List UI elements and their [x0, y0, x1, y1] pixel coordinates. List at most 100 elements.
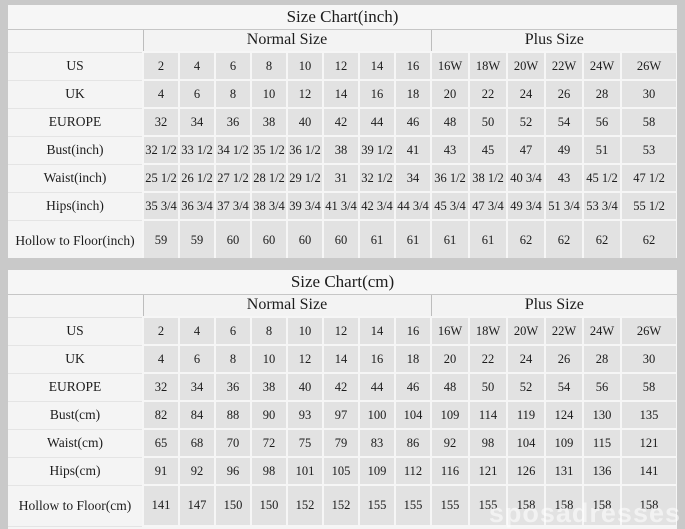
normal-size-cell: 28 1/2: [250, 163, 288, 193]
plus-size-cell: 30: [619, 79, 677, 109]
size-chart-cm: Size Chart(cm) Normal Size Plus Size US 2 4 6 8…: [8, 270, 677, 529]
normal-size-cell: 97: [322, 400, 360, 430]
table-title: Size Chart(inch): [8, 5, 677, 30]
plus-size-cell: 126: [506, 456, 546, 486]
row-label: UK: [8, 345, 144, 374]
normal-size-cell: 152: [322, 484, 360, 527]
row-label: Waist(cm): [8, 429, 144, 458]
plus-size-cell: 58: [619, 107, 677, 137]
plus-size-cell: 18W: [468, 51, 508, 81]
table-row: Bust(inch) 32 1/2 33 1/2 34 1/2 35 1/2 36 1/2…: [8, 135, 677, 165]
normal-size-cell: 34 1/2: [214, 135, 252, 165]
plus-size-cell: 45 1/2: [582, 163, 622, 193]
plus-size-cell: 130: [582, 400, 622, 430]
normal-size-cell: 8: [250, 316, 288, 346]
row-label: Hips(inch): [8, 192, 144, 221]
plus-size-cell: 38 1/2: [468, 163, 508, 193]
plus-size-cell: 56: [582, 107, 622, 137]
table-title: Size Chart(cm): [8, 270, 677, 295]
plus-size-cell: 116: [430, 456, 470, 486]
plus-size-cell: 62: [582, 219, 622, 258]
table-row: Hips(cm) 91 92 96 98 101 105 109 112 116 121 126 131…: [8, 456, 677, 486]
plus-size-cell: 61: [468, 219, 508, 258]
plus-size-cell: 47 1/2: [619, 163, 677, 193]
row-label: Hollow to Floor(cm): [8, 485, 144, 527]
plus-size-cell: 24: [506, 344, 546, 374]
normal-size-cell: 29 1/2: [286, 163, 324, 193]
normal-size-cell: 6: [214, 51, 252, 81]
header-corner: [8, 29, 143, 53]
normal-size-header: Normal Size: [142, 294, 431, 318]
plus-size-cell: 50: [468, 107, 508, 137]
table-row: UK 4 6 8 10 12 14 16 18 20 22 24 26 28 30: [8, 79, 677, 109]
table-row: Waist(inch) 25 1/2 26 1/2 27 1/2 28 1/2 29 1/…: [8, 163, 677, 193]
normal-size-cell: 36 3/4: [178, 191, 216, 221]
normal-size-cell: 72: [250, 428, 288, 458]
normal-size-cell: 4: [142, 79, 180, 109]
normal-size-cell: 65: [142, 428, 180, 458]
normal-size-cell: 38: [250, 107, 288, 137]
plus-size-cell: 58: [619, 372, 677, 402]
plus-size-cell: 26W: [619, 316, 677, 346]
plus-size-cell: 115: [582, 428, 622, 458]
plus-size-cell: 20W: [506, 316, 546, 346]
normal-size-cell: 93: [286, 400, 324, 430]
plus-size-cell: 62: [619, 219, 677, 258]
plus-size-cell: 158: [544, 484, 584, 527]
normal-size-cell: 8: [214, 344, 252, 374]
plus-size-cell: 43: [544, 163, 584, 193]
normal-size-cell: 59: [178, 219, 216, 258]
plus-size-cell: 24: [506, 79, 546, 109]
row-label: UK: [8, 80, 144, 109]
normal-size-cell: 41: [394, 135, 432, 165]
normal-size-cell: 18: [394, 79, 432, 109]
plus-size-cell: 49: [544, 135, 584, 165]
normal-size-cell: 4: [178, 51, 216, 81]
plus-size-cell: 155: [468, 484, 508, 527]
normal-size-cell: 68: [178, 428, 216, 458]
normal-size-cell: 40: [286, 372, 324, 402]
normal-size-cell: 12: [286, 79, 324, 109]
plus-size-cell: 47 3/4: [468, 191, 508, 221]
normal-size-cell: 12: [322, 51, 360, 81]
normal-size-cell: 61: [394, 219, 432, 258]
plus-size-cell: 98: [468, 428, 508, 458]
plus-size-cell: 158: [619, 484, 677, 527]
plus-size-cell: 40 3/4: [506, 163, 546, 193]
normal-size-cell: 2: [142, 316, 180, 346]
normal-size-cell: 38: [322, 135, 360, 165]
normal-size-cell: 38 3/4: [250, 191, 288, 221]
plus-size-cell: 36 1/2: [430, 163, 470, 193]
plus-size-cell: 22: [468, 79, 508, 109]
normal-size-cell: 150: [250, 484, 288, 527]
plus-size-cell: 24W: [582, 51, 622, 81]
normal-size-cell: 39 3/4: [286, 191, 324, 221]
normal-size-cell: 40: [286, 107, 324, 137]
plus-size-cell: 26W: [619, 51, 677, 81]
plus-size-cell: 45 3/4: [430, 191, 470, 221]
normal-size-cell: 14: [358, 51, 396, 81]
plus-size-cell: 121: [468, 456, 508, 486]
normal-size-cell: 150: [214, 484, 252, 527]
table-row: US 2 4 6 8 10 12 14 16 16W 18W 20W 22W 24W 26W: [8, 51, 677, 81]
plus-size-cell: 28: [582, 79, 622, 109]
plus-size-cell: 136: [582, 456, 622, 486]
plus-size-cell: 50: [468, 372, 508, 402]
row-label: EUROPE: [8, 108, 144, 137]
table-row: Waist(cm) 65 68 70 72 75 79 83 86 92 98 104 109 115 12…: [8, 428, 677, 458]
table-row: Hips(inch) 35 3/4 36 3/4 37 3/4 38 3/4 39 3/4…: [8, 191, 677, 221]
normal-size-cell: 60: [322, 219, 360, 258]
normal-size-cell: 60: [214, 219, 252, 258]
plus-size-cell: 62: [544, 219, 584, 258]
plus-size-cell: 53 3/4: [582, 191, 622, 221]
normal-size-cell: 10: [286, 316, 324, 346]
plus-size-cell: 62: [506, 219, 546, 258]
normal-size-cell: 44: [358, 107, 396, 137]
normal-size-cell: 34: [178, 372, 216, 402]
plus-size-cell: 28: [582, 344, 622, 374]
plus-size-cell: 45: [468, 135, 508, 165]
normal-size-cell: 8: [250, 51, 288, 81]
plus-size-cell: 131: [544, 456, 584, 486]
row-label: US: [8, 317, 144, 346]
plus-size-cell: 20: [430, 344, 470, 374]
